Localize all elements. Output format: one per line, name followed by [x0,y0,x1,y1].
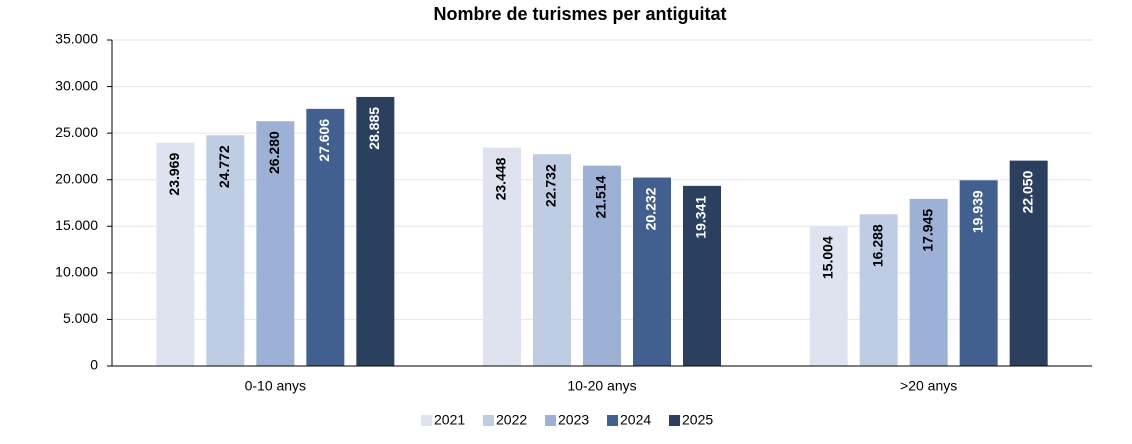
bar [959,180,998,366]
value-label: 28.885 [366,107,382,150]
value-label: 22.050 [1019,170,1035,213]
x-tick-label: 10-20 anys [567,378,636,394]
bar [483,147,521,366]
legend-swatch [483,415,494,426]
x-tick-label: >20 anys [900,378,957,394]
y-tick-label: 35.000 [55,31,98,47]
y-tick-label: 5.000 [63,310,98,326]
y-tick-label: 10.000 [55,264,98,280]
value-label: 15.004 [819,236,835,279]
y-tick-label: 15.000 [55,217,98,233]
value-label: 23.969 [166,153,182,196]
bar [256,121,295,366]
bar [633,177,671,366]
value-label: 17.945 [919,209,935,252]
bar [533,154,571,366]
legend-label: 2024 [620,412,651,428]
bar [909,198,948,366]
bar [683,185,721,366]
legend-label: 2025 [682,412,713,428]
value-label: 16.288 [869,224,885,267]
value-label: 23.448 [493,157,509,200]
y-tick-label: 20.000 [55,170,98,186]
bar [1009,160,1048,366]
value-label: 27.606 [316,119,332,162]
bar [583,165,621,366]
legend-swatch [607,415,618,426]
value-label: 19.939 [969,190,985,233]
value-label: 21.514 [593,175,609,218]
y-tick-label: 0 [90,357,98,373]
y-tick-label: 25.000 [55,124,98,140]
bar [859,214,898,366]
value-label: 24.772 [216,145,232,188]
bar [306,108,345,367]
legend-label: 2022 [496,412,527,428]
bar [356,96,395,367]
x-tick-label: 0-10 anys [245,378,306,394]
value-label: 20.232 [643,187,659,230]
legend-label: 2021 [434,412,465,428]
legend-label: 2023 [558,412,589,428]
y-tick-label: 30.000 [55,77,98,93]
bar [206,135,245,366]
chart-title: Nombre de turismes per antiguitat [433,4,726,24]
legend-swatch [421,415,432,426]
legend-swatch [545,415,556,426]
value-label: 22.732 [543,164,559,207]
value-label: 26.280 [266,131,282,174]
legend-swatch [669,415,680,426]
bar [156,142,195,366]
value-label: 19.341 [693,196,709,239]
bar [809,226,848,366]
